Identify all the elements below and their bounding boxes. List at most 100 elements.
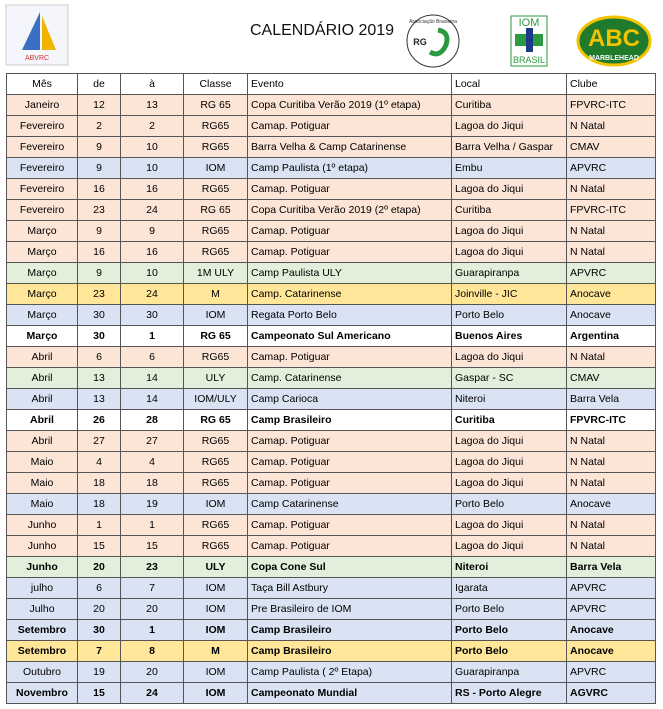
table-cell: IOM [183, 577, 248, 599]
table-row: Fevereiro 9 10 IOM Camp Paulista (1º etapa) E… [6, 157, 656, 179]
table-cell: 18 [120, 472, 184, 494]
column-header: de [77, 73, 121, 95]
table-cell: 13 [77, 388, 121, 410]
table-cell: 15 [77, 535, 121, 557]
table-cell: N Natal [566, 115, 656, 137]
table-cell: Joinville - JIC [451, 283, 567, 305]
table-cell: 20 [120, 661, 184, 683]
table-cell: N Natal [566, 346, 656, 368]
table-cell: Maio [6, 472, 78, 494]
abvrc-text: ABVRC [25, 55, 49, 62]
table-row: Junho 20 23 ULY Copa Cone Sul Niteroi Barra Ve… [6, 556, 656, 578]
table-cell: Anocave [566, 619, 656, 641]
table-cell: 7 [120, 577, 184, 599]
table-cell: 2 [77, 115, 121, 137]
table-cell: RG65 [183, 514, 248, 536]
title: CALENDÁRIO 2019 [250, 22, 395, 39]
table-row: Fevereiro 16 16 RG65 Camap. Potiguar Lagoa do… [6, 178, 656, 200]
table-row: Junho 1 1 RG65 Camap. Potiguar Lagoa do Jiqui… [6, 514, 656, 536]
table-cell: RG65 [183, 178, 248, 200]
table-cell: Copa Curitiba Verão 2019 (1º etapa) [247, 94, 452, 116]
table-cell: N Natal [566, 451, 656, 473]
table-cell: IOM/ULY [183, 388, 248, 410]
table-cell: Junho [6, 556, 78, 578]
table-cell: Niteroi [451, 556, 567, 578]
table-cell: Copa Cone Sul [247, 556, 452, 578]
table-row: Março 23 24 M Camp. Catarinense Joinville - J… [6, 283, 656, 305]
table-cell: 18 [77, 472, 121, 494]
table-row: Maio 18 18 RG65 Camap. Potiguar Lagoa do Jiqu… [6, 472, 656, 494]
table-cell: Março [6, 283, 78, 305]
table-cell: Guarapiranpa [451, 661, 567, 683]
table-row: Abril 27 27 RG65 Camap. Potiguar Lagoa do Jiq… [6, 430, 656, 452]
table-cell: Argentina [566, 325, 656, 347]
table-cell: FPVRC-ITC [566, 199, 656, 221]
table-cell: Março [6, 241, 78, 263]
table-cell: N Natal [566, 220, 656, 242]
table-cell: julho [6, 577, 78, 599]
table-cell: Junho [6, 514, 78, 536]
table-cell: RG 65 [183, 325, 248, 347]
table-cell: RG65 [183, 472, 248, 494]
table-cell: 9 [77, 220, 121, 242]
table-cell: Camap. Potiguar [247, 472, 452, 494]
column-header: Evento [247, 73, 452, 95]
table-cell: 10 [120, 136, 184, 158]
table-cell: Lagoa do Jiqui [451, 178, 567, 200]
table-cell: FPVRC-ITC [566, 409, 656, 431]
table-cell: 16 [77, 241, 121, 263]
table-cell: Barra Vela [566, 556, 656, 578]
table-cell: Buenos Aires [451, 325, 567, 347]
table-row: Fevereiro 23 24 RG 65 Copa Curitiba Verão 20… [6, 199, 656, 221]
table-cell: Novembro [6, 682, 78, 704]
table-cell: RS - Porto Alegre [451, 682, 567, 704]
table-cell: Porto Belo [451, 619, 567, 641]
table-cell: AGVRC [566, 682, 656, 704]
table-cell: RG 65 [183, 409, 248, 431]
table-cell: 19 [120, 493, 184, 515]
table-cell: 4 [120, 451, 184, 473]
table-cell: 18 [77, 493, 121, 515]
table-cell: Março [6, 262, 78, 284]
table-cell: 6 [120, 346, 184, 368]
table-cell: 16 [120, 178, 184, 200]
table-cell: 13 [77, 367, 121, 389]
table-cell: 27 [120, 430, 184, 452]
column-header: Clube [566, 73, 656, 95]
table-row: Março 9 10 1M ULY Camp Paulista ULY Guarapira… [6, 262, 656, 284]
table-row: Março 30 30 IOM Regata Porto Belo Porto Belo A… [6, 304, 656, 326]
table-cell: Lagoa do Jiqui [451, 430, 567, 452]
table-cell: IOM [183, 304, 248, 326]
table-cell: 1 [77, 514, 121, 536]
abc-logo [576, 15, 652, 67]
table-cell: 7 [77, 640, 121, 662]
sail-icon [42, 16, 56, 50]
table-cell: 30 [77, 304, 121, 326]
table-cell: CMAV [566, 367, 656, 389]
table-cell: Regata Porto Belo [247, 304, 452, 326]
table-cell: Fevereiro [6, 157, 78, 179]
table-cell: 9 [77, 157, 121, 179]
table-cell: Lagoa do Jiqui [451, 535, 567, 557]
table-cell: Pre Brasileiro de IOM [247, 598, 452, 620]
abc-text: ABC [588, 25, 640, 52]
table-cell: IOM [183, 157, 248, 179]
table-row: Abril 13 14 ULY Camp. Catarinense Gaspar - SC… [6, 367, 656, 389]
table-cell: 6 [77, 577, 121, 599]
table-cell: 15 [120, 535, 184, 557]
table-cell: 13 [120, 94, 184, 116]
table-cell: Porto Belo [451, 304, 567, 326]
table-cell: Porto Belo [451, 640, 567, 662]
table-cell: Porto Belo [451, 598, 567, 620]
table-cell: 16 [77, 178, 121, 200]
table-cell: 26 [77, 409, 121, 431]
table-cell: Barra Vela [566, 388, 656, 410]
table-cell: 9 [120, 220, 184, 242]
table-cell: APVRC [566, 262, 656, 284]
table-row: Maio 4 4 RG65 Camap. Potiguar Lagoa do Jiqui N… [6, 451, 656, 473]
table-cell: M [183, 283, 248, 305]
table-cell: IOM [183, 493, 248, 515]
iom-bar [526, 28, 533, 52]
table-cell: Abril [6, 430, 78, 452]
table-cell: IOM [183, 598, 248, 620]
